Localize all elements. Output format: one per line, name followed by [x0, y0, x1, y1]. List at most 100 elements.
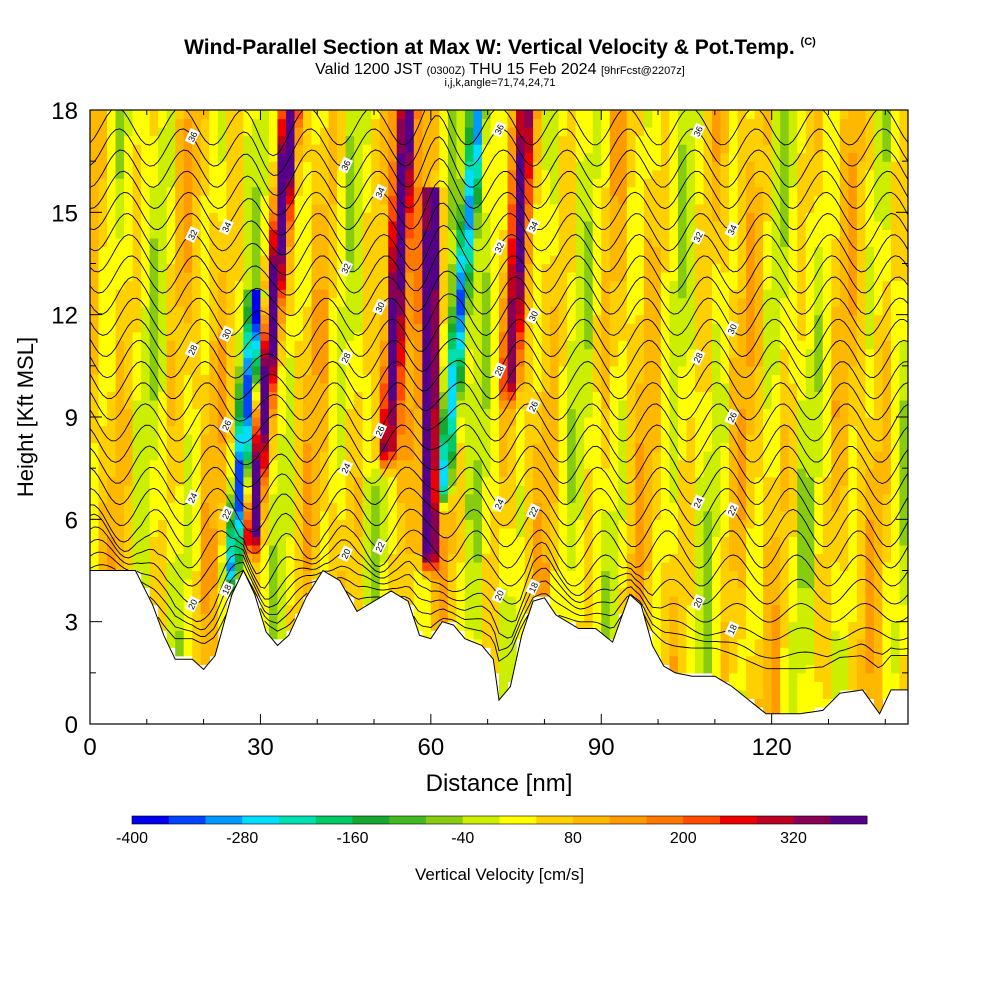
velocity-cell [541, 272, 551, 282]
velocity-cell [447, 425, 457, 435]
velocity-cell [413, 459, 423, 469]
velocity-cell [166, 220, 176, 230]
velocity-cell [345, 220, 355, 230]
velocity-cell [132, 178, 142, 188]
velocity-cell [98, 272, 108, 282]
velocity-cell [107, 212, 117, 222]
velocity-cell [703, 399, 713, 410]
velocity-cell [251, 186, 262, 196]
velocity-cell [635, 365, 645, 375]
velocity-cell [243, 331, 253, 341]
velocity-cell [285, 570, 296, 580]
velocity-cell [209, 272, 219, 282]
velocity-cell [720, 152, 730, 162]
velocity-cell [481, 570, 492, 580]
velocity-cell [499, 348, 509, 358]
velocity-cell [354, 502, 364, 512]
velocity-cell [464, 587, 475, 597]
velocity-cell [660, 417, 671, 427]
velocity-cell [763, 118, 773, 128]
velocity-cell [618, 263, 628, 273]
velocity-cell [499, 502, 509, 512]
velocity-cell [516, 468, 526, 478]
velocity-cell [328, 417, 338, 427]
velocity-cell [192, 536, 202, 546]
velocity-cell [243, 229, 253, 239]
velocity-cell [354, 237, 364, 248]
velocity-cell [456, 417, 466, 427]
velocity-cell [200, 237, 210, 248]
velocity-cell [379, 365, 389, 375]
velocity-cell [294, 340, 304, 350]
velocity-cell [439, 561, 449, 572]
velocity-cell [677, 510, 688, 520]
velocity-cell [686, 237, 696, 248]
velocity-cell [643, 331, 653, 341]
velocity-cell [643, 118, 653, 128]
velocity-cell [217, 579, 227, 589]
velocity-cell [388, 220, 398, 230]
velocity-cell [422, 382, 432, 393]
velocity-cell [694, 161, 705, 171]
velocity-cell [149, 519, 159, 529]
velocity-cell [268, 280, 279, 290]
velocity-cell [652, 161, 662, 171]
velocity-cell [447, 442, 457, 452]
velocity-cell [618, 237, 628, 248]
velocity-cell [524, 263, 534, 273]
velocity-cell [439, 263, 449, 273]
velocity-cell [320, 263, 330, 273]
velocity-cell [780, 476, 790, 486]
velocity-cell [337, 212, 347, 222]
velocity-cell [175, 476, 185, 486]
velocity-cell [260, 186, 270, 196]
velocity-cell [550, 485, 560, 495]
velocity-cell [354, 468, 364, 478]
velocity-cell [456, 399, 466, 410]
velocity-cell [226, 110, 236, 120]
velocity-cell [746, 408, 756, 418]
velocity-cell [124, 544, 134, 555]
velocity-cell [439, 434, 449, 444]
velocity-cell [447, 152, 457, 162]
velocity-cell [558, 254, 568, 265]
velocity-cell [643, 621, 653, 631]
velocity-cell [132, 263, 142, 273]
velocity-cell [166, 161, 176, 171]
velocity-cell [226, 502, 236, 512]
velocity-cell [763, 655, 773, 665]
velocity-cell [763, 229, 773, 239]
velocity-cell [456, 161, 466, 171]
velocity-cell [694, 195, 705, 205]
velocity-cell [388, 374, 398, 384]
velocity-cell [328, 502, 338, 512]
velocity-cell [609, 280, 619, 290]
velocity-cell [533, 144, 543, 154]
velocity-cell [422, 161, 432, 171]
velocity-cell [379, 280, 389, 290]
velocity-cell [558, 579, 568, 589]
velocity-cell [362, 306, 372, 316]
velocity-cell [592, 118, 602, 128]
velocity-cell [516, 229, 526, 239]
velocity-cell [149, 306, 159, 316]
velocity-cell [200, 382, 210, 393]
velocity-cell [677, 178, 688, 188]
velocity-cell [132, 144, 142, 154]
velocity-cell [405, 178, 415, 188]
velocity-cell [703, 254, 713, 265]
velocity-cell [243, 118, 253, 128]
velocity-cell [729, 195, 739, 205]
velocity-cell [643, 365, 653, 375]
velocity-cell [694, 647, 705, 657]
velocity-cell [516, 127, 526, 137]
velocity-cell [132, 237, 142, 248]
velocity-cell [115, 544, 125, 555]
velocity-cell [720, 144, 730, 154]
velocity-cell [439, 110, 449, 120]
velocity-cell [652, 331, 662, 341]
velocity-cell [260, 417, 270, 427]
velocity-cell [660, 195, 671, 205]
velocity-cell [635, 408, 645, 418]
velocity-cell [763, 493, 773, 503]
